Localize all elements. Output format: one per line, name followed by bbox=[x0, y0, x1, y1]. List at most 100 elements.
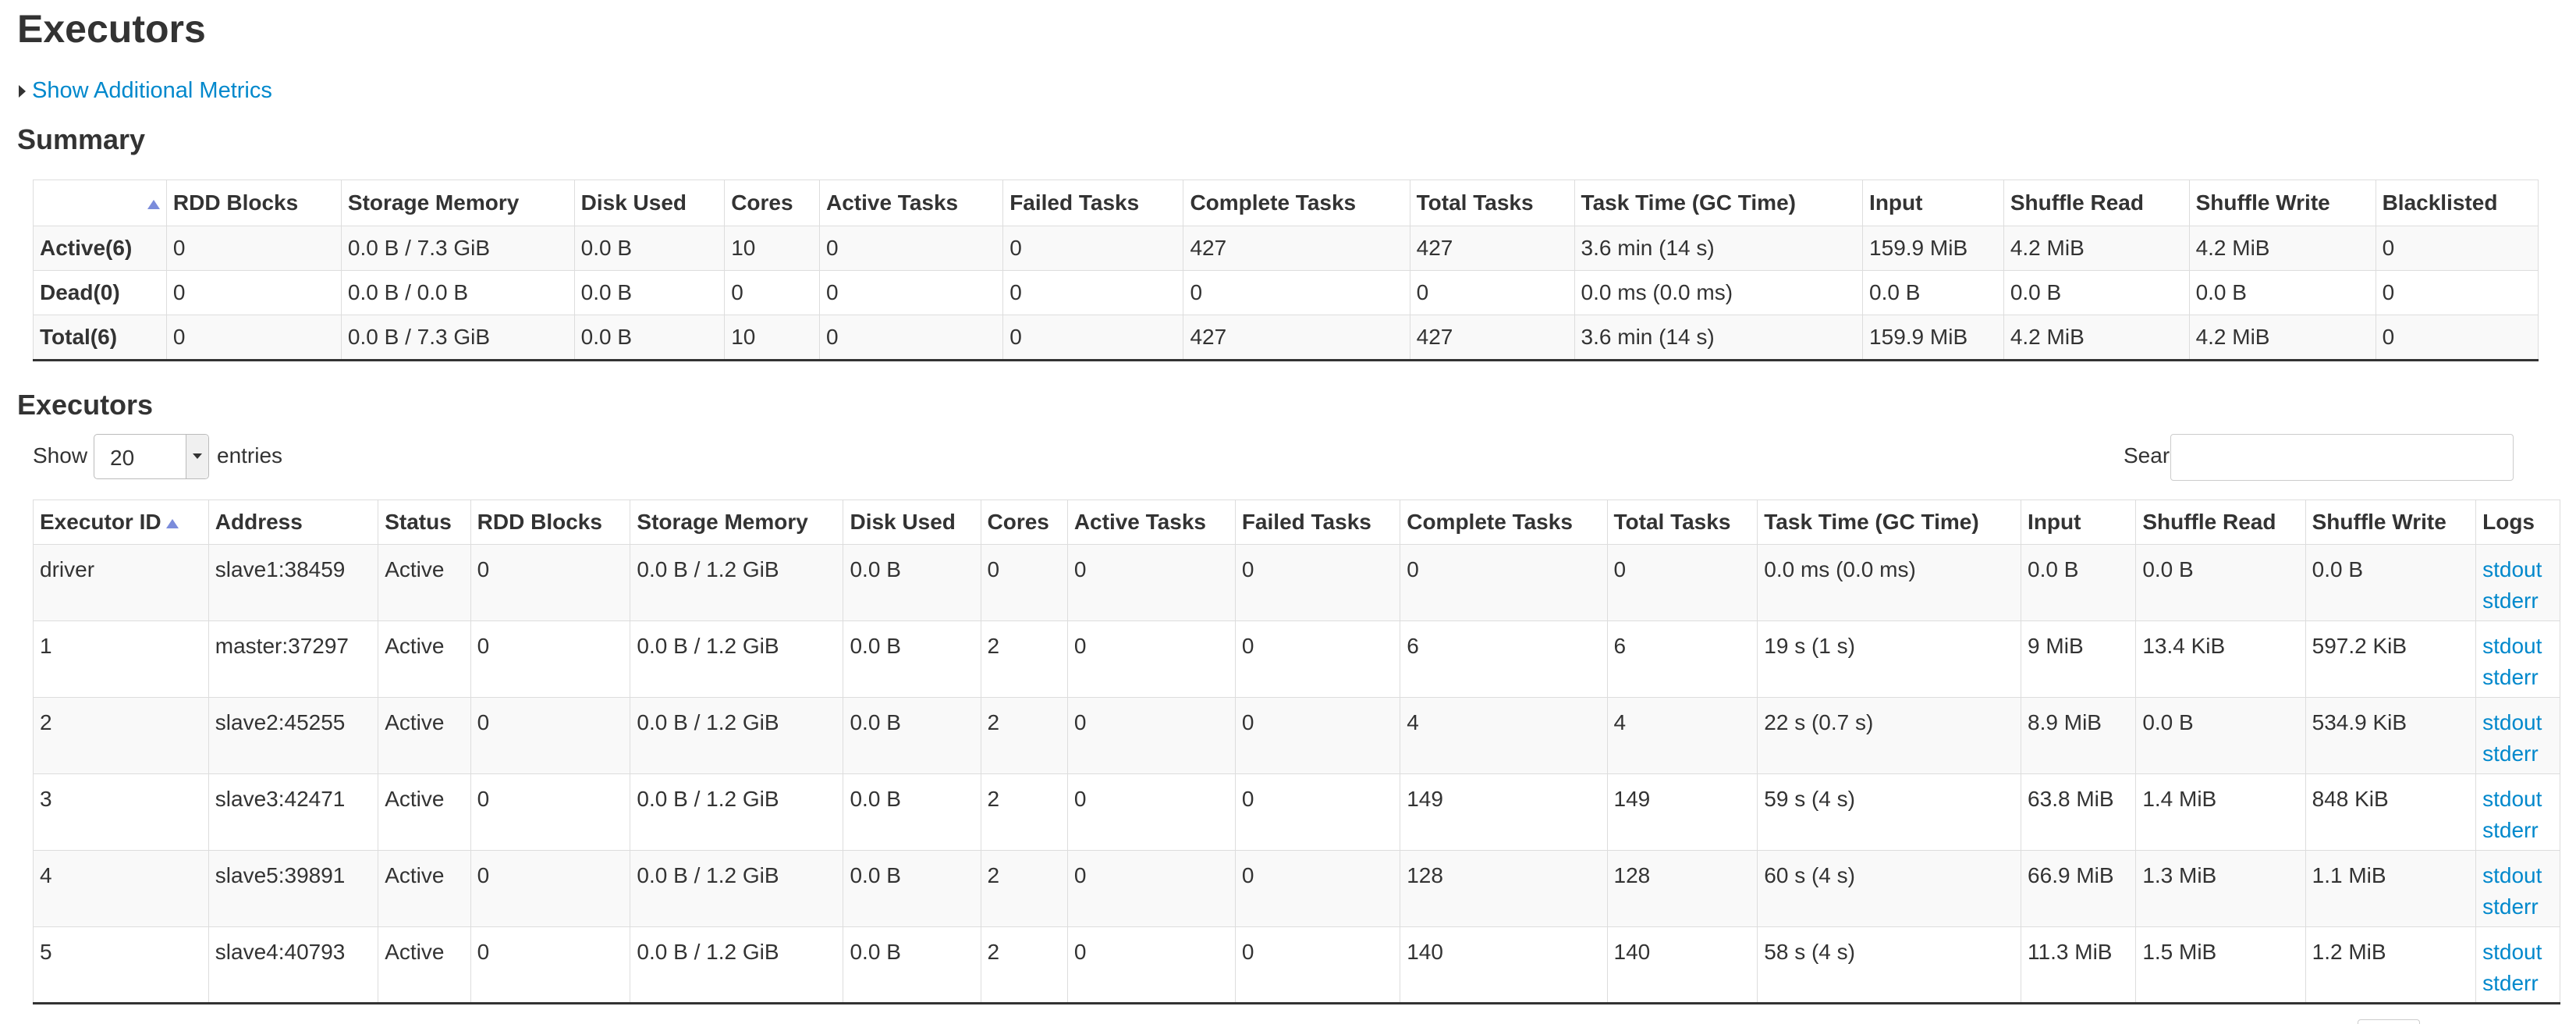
exec-col-complete-tasks[interactable]: Complete Tasks bbox=[1400, 500, 1608, 545]
summary-col-blank[interactable] bbox=[33, 180, 167, 226]
summary-col-active-tasks[interactable]: Active Tasks bbox=[818, 180, 1004, 226]
exec-col-disk-used[interactable]: Disk Used bbox=[843, 500, 981, 545]
summary-col-total-tasks[interactable]: Total Tasks bbox=[1409, 180, 1575, 226]
exec-col-status[interactable]: Status bbox=[378, 500, 471, 545]
exec-cell-rdd-blocks: 0 bbox=[470, 773, 631, 851]
summary-col-input[interactable]: Input bbox=[1862, 180, 2004, 226]
exec-col-failed-tasks[interactable]: Failed Tasks bbox=[1234, 500, 1401, 545]
summary-cell-blank: Dead(0) bbox=[33, 270, 167, 315]
exec-cell-failed-tasks: 0 bbox=[1234, 620, 1401, 698]
chevron-down-icon[interactable] bbox=[186, 435, 208, 478]
exec-cell-address: master:37297 bbox=[208, 620, 379, 698]
pagination-control[interactable] bbox=[2358, 1019, 2420, 1024]
exec-cell-task-time-gc-time: 58 s (4 s) bbox=[1757, 926, 2022, 1004]
stderr-link[interactable]: stderr bbox=[2482, 665, 2539, 689]
exec-cell-status: Active bbox=[378, 926, 471, 1004]
exec-cell-address: slave3:42471 bbox=[208, 773, 379, 851]
exec-col-rdd-blocks[interactable]: RDD Blocks bbox=[470, 500, 631, 545]
exec-cell-address: slave1:38459 bbox=[208, 544, 379, 621]
exec-cell-shuffle-write: 1.2 MiB bbox=[2305, 926, 2477, 1004]
stderr-link[interactable]: stderr bbox=[2482, 741, 2539, 766]
exec-cell-input: 11.3 MiB bbox=[2021, 926, 2137, 1004]
show-additional-metrics-link[interactable]: Show Additional Metrics bbox=[19, 78, 272, 104]
exec-cell-logs: stdout stderr bbox=[2475, 697, 2560, 774]
summary-cell-shuffle-write: 4.2 MiB bbox=[2188, 315, 2376, 361]
exec-cell-cores: 2 bbox=[980, 773, 1068, 851]
sort-ascending-icon bbox=[147, 199, 160, 209]
exec-cell-complete-tasks: 128 bbox=[1400, 850, 1608, 927]
stdout-link[interactable]: stdout bbox=[2482, 557, 2542, 581]
stdout-link[interactable]: stdout bbox=[2482, 787, 2542, 811]
exec-col-label: Shuffle Read bbox=[2142, 510, 2276, 534]
stdout-link[interactable]: stdout bbox=[2482, 710, 2542, 734]
summary-col-shuffle-write[interactable]: Shuffle Write bbox=[2188, 180, 2376, 226]
exec-cell-active-tasks: 0 bbox=[1066, 773, 1236, 851]
stderr-link[interactable]: stderr bbox=[2482, 894, 2539, 919]
summary-header-row: RDD Blocks Storage Memory Disk Used Cores Ac… bbox=[33, 180, 2539, 226]
exec-cell-executor-id: 1 bbox=[33, 620, 209, 698]
summary-col-shuffle-read[interactable]: Shuffle Read bbox=[2003, 180, 2190, 226]
exec-cell-complete-tasks: 149 bbox=[1400, 773, 1608, 851]
stderr-link[interactable]: stderr bbox=[2482, 588, 2539, 613]
exec-col-shuffle-write[interactable]: Shuffle Write bbox=[2305, 500, 2477, 545]
summary-heading: Summary bbox=[17, 123, 146, 155]
search-input[interactable] bbox=[2170, 434, 2514, 481]
summary-col-rdd-blocks[interactable]: RDD Blocks bbox=[165, 180, 342, 226]
exec-col-label: RDD Blocks bbox=[477, 510, 602, 534]
exec-col-label: Complete Tasks bbox=[1407, 510, 1573, 534]
summary-cell-task-time-gc-time: 3.6 min (14 s) bbox=[1574, 315, 1864, 361]
exec-col-shuffle-read[interactable]: Shuffle Read bbox=[2135, 500, 2306, 545]
exec-cell-shuffle-write: 534.9 KiB bbox=[2305, 697, 2477, 774]
stdout-link[interactable]: stdout bbox=[2482, 863, 2542, 887]
exec-cell-executor-id: driver bbox=[33, 544, 209, 621]
exec-col-executor-id[interactable]: Executor ID bbox=[33, 500, 209, 545]
exec-cell-shuffle-read: 1.4 MiB bbox=[2135, 773, 2306, 851]
exec-cell-cores: 2 bbox=[980, 697, 1068, 774]
executors-header-row: Executor ID Address Status RDD Blocks Storag… bbox=[33, 500, 2560, 545]
summary-col-storage-memory[interactable]: Storage Memory bbox=[340, 180, 575, 226]
summary-cell-storage-memory: 0.0 B / 7.3 GiB bbox=[340, 226, 575, 271]
summary-col-task-time-gc-time[interactable]: Task Time (GC Time) bbox=[1574, 180, 1864, 226]
exec-cell-storage-memory: 0.0 B / 1.2 GiB bbox=[630, 544, 844, 621]
summary-cell-disk-used: 0.0 B bbox=[573, 270, 726, 315]
summary-col-blacklisted[interactable]: Blacklisted bbox=[2375, 180, 2539, 226]
summary-cell-shuffle-write: 4.2 MiB bbox=[2188, 226, 2376, 271]
exec-cell-shuffle-read: 13.4 KiB bbox=[2135, 620, 2306, 698]
exec-cell-status: Active bbox=[378, 620, 471, 698]
exec-col-label: Task Time (GC Time) bbox=[1764, 510, 1979, 534]
exec-col-address[interactable]: Address bbox=[208, 500, 379, 545]
exec-col-input[interactable]: Input bbox=[2021, 500, 2137, 545]
exec-col-storage-memory[interactable]: Storage Memory bbox=[630, 500, 844, 545]
exec-col-cores[interactable]: Cores bbox=[980, 500, 1068, 545]
exec-col-label: Input bbox=[2028, 510, 2081, 534]
exec-cell-input: 8.9 MiB bbox=[2021, 697, 2137, 774]
exec-cell-status: Active bbox=[378, 544, 471, 621]
summary-col-complete-tasks[interactable]: Complete Tasks bbox=[1183, 180, 1410, 226]
exec-cell-storage-memory: 0.0 B / 1.2 GiB bbox=[630, 773, 844, 851]
stdout-link[interactable]: stdout bbox=[2482, 634, 2542, 658]
exec-cell-status: Active bbox=[378, 850, 471, 927]
stderr-link[interactable]: stderr bbox=[2482, 971, 2539, 995]
summary-col-cores[interactable]: Cores bbox=[724, 180, 820, 226]
page-length-select[interactable]: 20 bbox=[94, 434, 209, 479]
exec-col-label: Address bbox=[215, 510, 303, 534]
summary-col-failed-tasks[interactable]: Failed Tasks bbox=[1002, 180, 1184, 226]
exec-cell-failed-tasks: 0 bbox=[1234, 926, 1401, 1004]
exec-cell-storage-memory: 0.0 B / 1.2 GiB bbox=[630, 850, 844, 927]
exec-cell-storage-memory: 0.0 B / 1.2 GiB bbox=[630, 697, 844, 774]
exec-col-active-tasks[interactable]: Active Tasks bbox=[1066, 500, 1236, 545]
exec-cell-task-time-gc-time: 0.0 ms (0.0 ms) bbox=[1757, 544, 2022, 621]
show-additional-metrics-label: Show Additional Metrics bbox=[32, 78, 272, 103]
exec-col-logs[interactable]: Logs bbox=[2475, 500, 2560, 545]
summary-cell-input: 159.9 MiB bbox=[1862, 226, 2004, 271]
exec-col-task-time-gc-time[interactable]: Task Time (GC Time) bbox=[1757, 500, 2022, 545]
summary-cell-storage-memory: 0.0 B / 7.3 GiB bbox=[340, 315, 575, 361]
exec-cell-cores: 2 bbox=[980, 850, 1068, 927]
stdout-link[interactable]: stdout bbox=[2482, 940, 2542, 964]
summary-col-disk-used[interactable]: Disk Used bbox=[573, 180, 726, 226]
exec-col-total-tasks[interactable]: Total Tasks bbox=[1606, 500, 1758, 545]
exec-cell-disk-used: 0.0 B bbox=[843, 773, 981, 851]
stderr-link[interactable]: stderr bbox=[2482, 818, 2539, 842]
summary-cell-blank: Total(6) bbox=[33, 315, 167, 361]
exec-cell-shuffle-read: 0.0 B bbox=[2135, 697, 2306, 774]
